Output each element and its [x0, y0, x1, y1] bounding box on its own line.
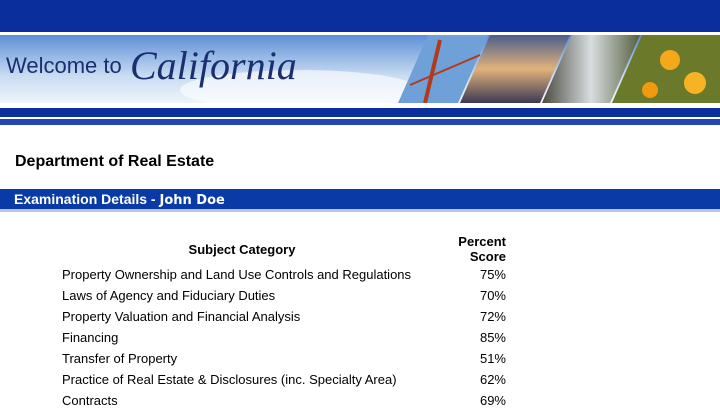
score-cell: 70%	[479, 288, 506, 303]
score-cell: 85%	[479, 330, 506, 345]
score-row: Laws of Agency and Fiduciary Duties 70%	[58, 285, 510, 306]
score-cell: 62%	[479, 372, 506, 387]
stripe	[0, 119, 720, 125]
score-row: Property Valuation and Financial Analysi…	[58, 306, 510, 327]
score-row: Transfer of Property 51%	[58, 348, 510, 369]
score-cell: 51%	[479, 351, 506, 366]
subject-cell: Laws of Agency and Fiduciary Duties	[62, 288, 276, 303]
welcome-text: Welcome to	[6, 53, 122, 78]
stripe	[0, 108, 720, 117]
column-header: Percent Score	[458, 234, 506, 264]
header-row: Subject Category Percent Score	[58, 234, 510, 264]
score-cell: 75%	[479, 267, 506, 282]
section-header: Examination Details - John Doe	[0, 189, 720, 209]
subject-cell: Property Ownership and Land Use Controls…	[62, 267, 412, 282]
subject-cell: Contracts	[62, 393, 118, 408]
score-row: Financing 85%	[58, 327, 510, 348]
column-header: Subject Category	[188, 241, 296, 257]
banner: Welcome to California	[0, 35, 720, 103]
subject-cell: Transfer of Property	[62, 351, 178, 366]
subject-cell: Financing	[62, 330, 119, 345]
subject-cell: Practice of Real Estate & Disclosures (i…	[62, 372, 397, 387]
score-row: Property Ownership and Land Use Controls…	[58, 264, 510, 285]
candidate-name: John Doe	[159, 193, 225, 208]
score-cell: 72%	[479, 309, 506, 324]
divider	[0, 209, 720, 212]
top-bar	[0, 0, 720, 32]
subject-cell: Property Valuation and Financial Analysi…	[62, 309, 301, 324]
section-title: Examination Details -	[14, 191, 160, 207]
score-row: Contracts 69%	[58, 390, 510, 411]
score-cell: 69%	[479, 393, 506, 408]
score-row: Practice of Real Estate & Disclosures (i…	[58, 369, 510, 390]
score-table: Subject Category Percent Score Property …	[58, 234, 510, 411]
state-text: California	[130, 43, 297, 88]
page-title: Department of Real Estate	[15, 153, 215, 170]
